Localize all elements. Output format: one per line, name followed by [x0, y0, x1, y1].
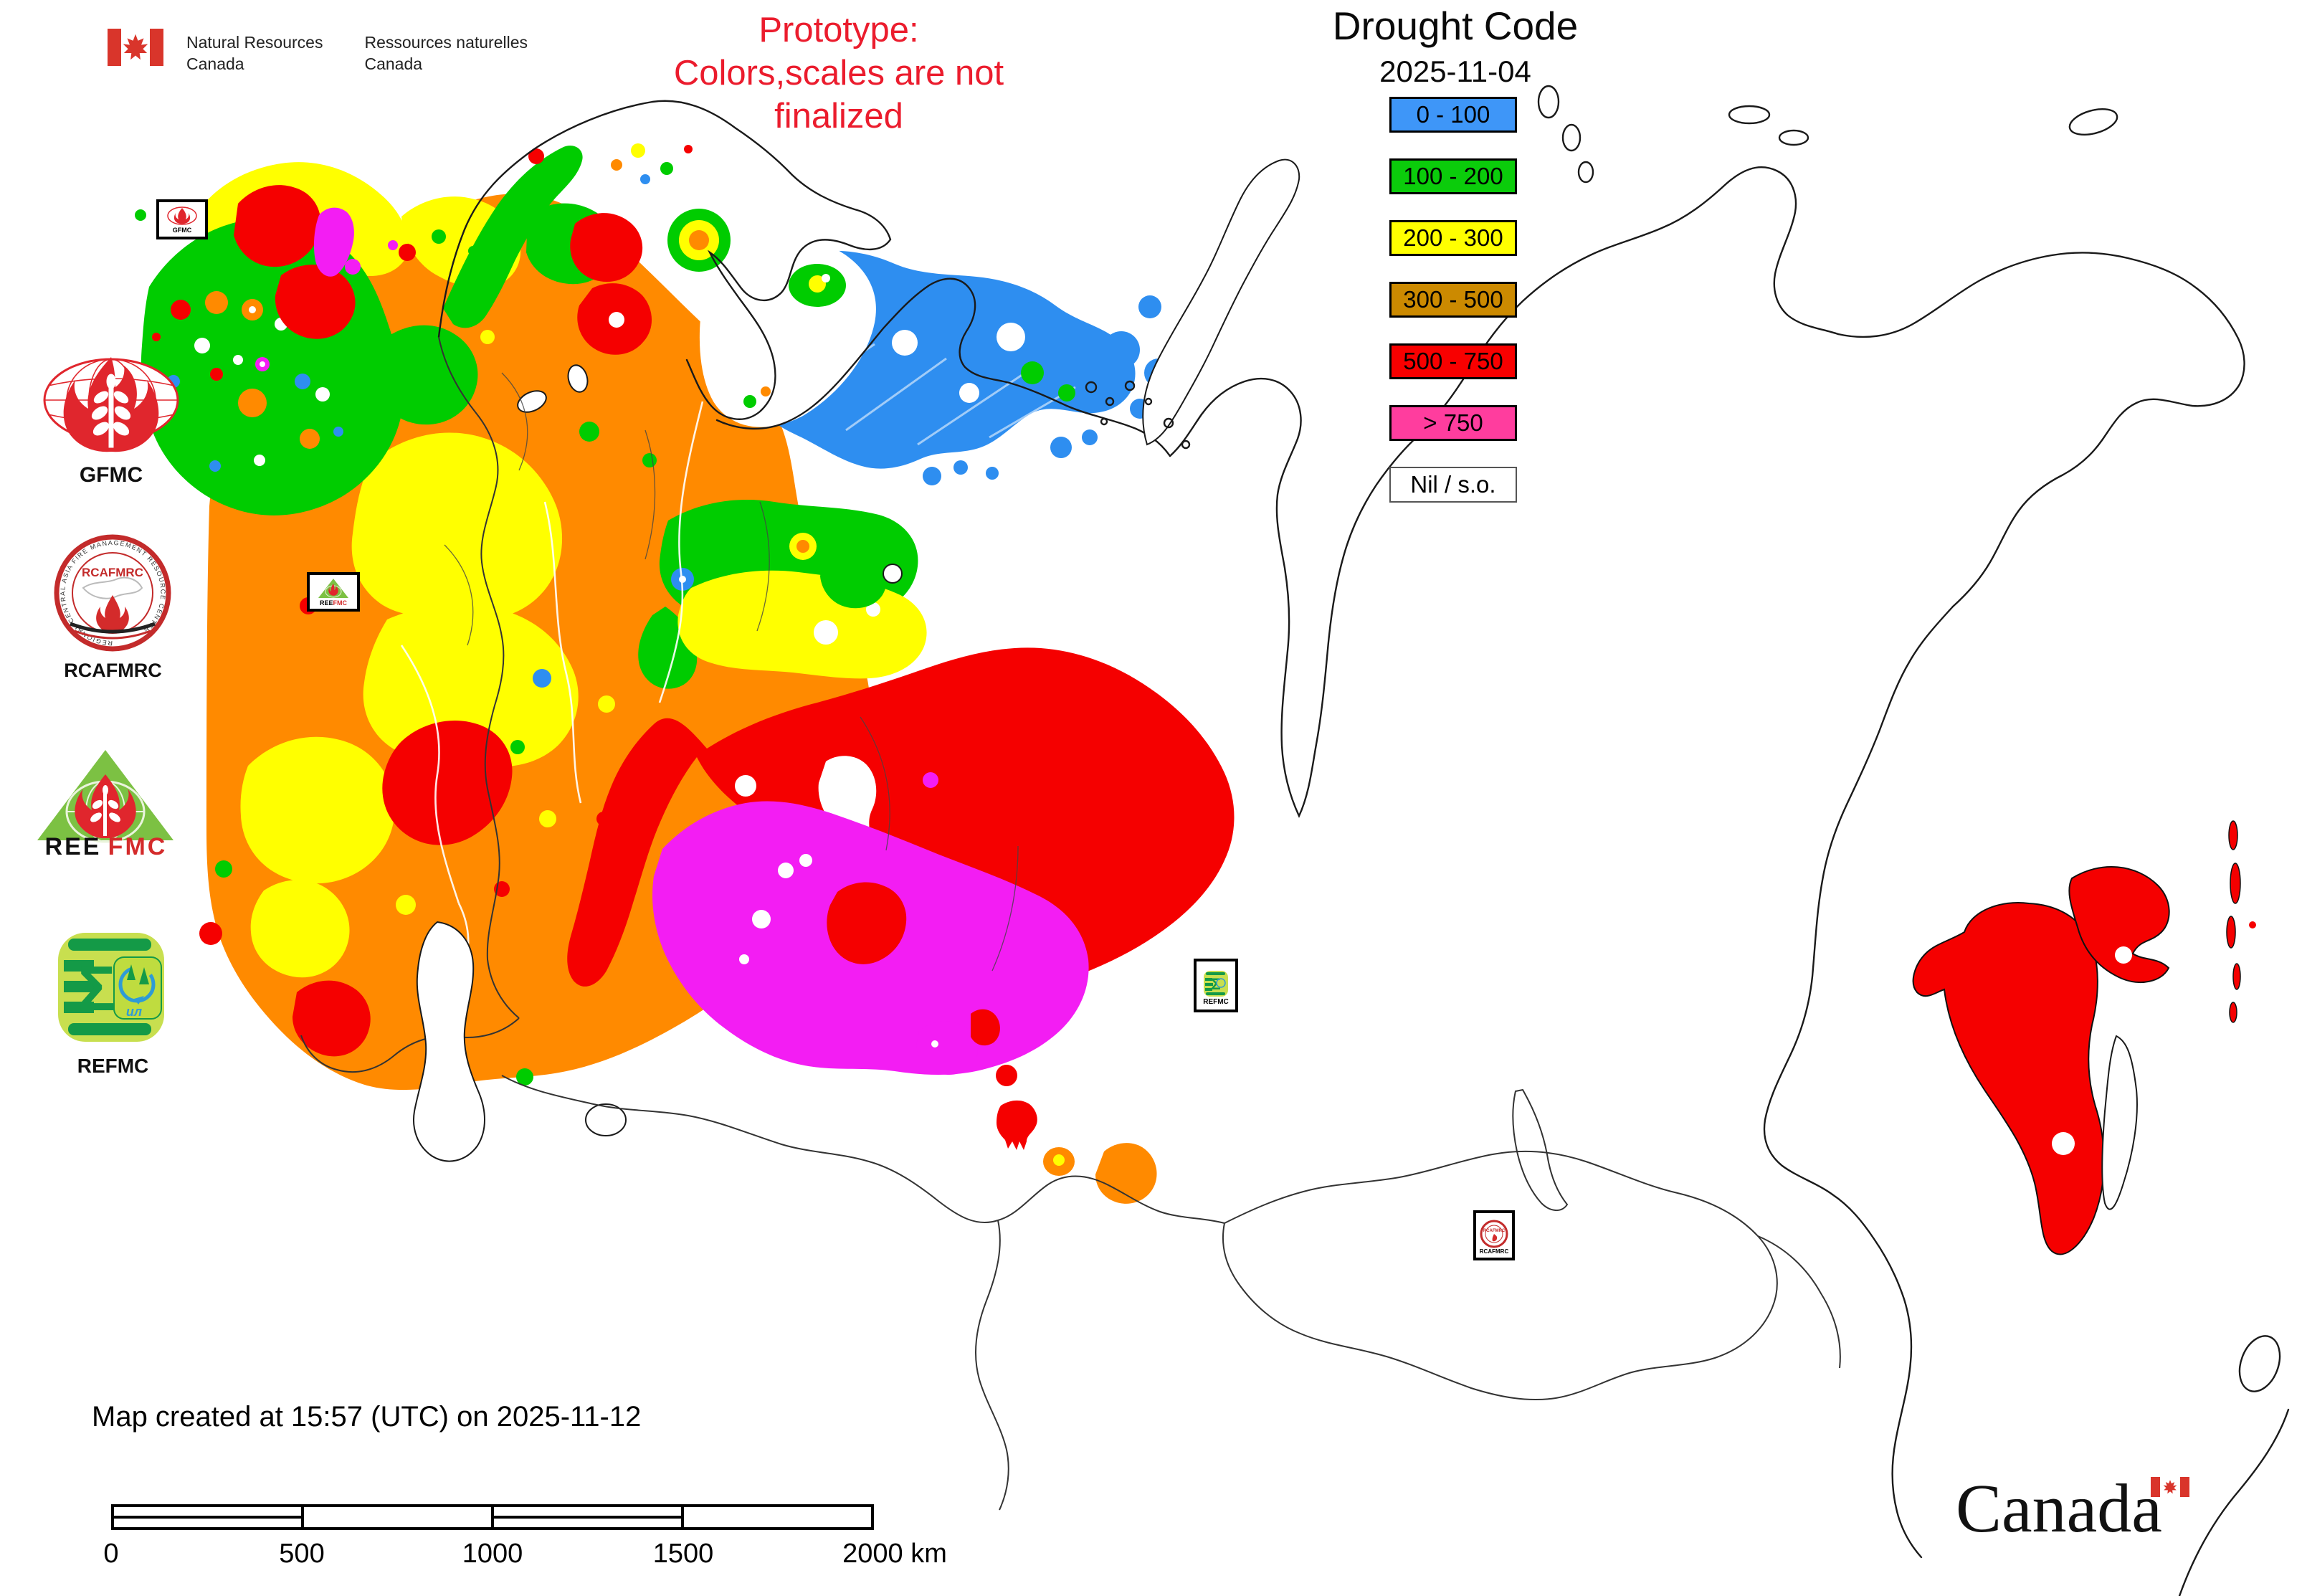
scale-tick-1500: 1500 — [652, 1539, 714, 1569]
gfmc-map-marker: GFMC — [156, 199, 208, 239]
legend-label: 0 - 100 — [1416, 101, 1490, 128]
refmc-mini-icon: Σ — [1204, 971, 1228, 997]
drought-regions — [135, 143, 2256, 1255]
legend-item-100-200: 100 - 200 — [1389, 158, 1517, 194]
reefmc-map-marker: REEFMC — [307, 572, 360, 612]
canada-flag-icon — [108, 29, 163, 66]
legend-label: 500 - 750 — [1403, 348, 1503, 374]
scale-segment — [304, 1507, 494, 1527]
magenta-region — [652, 801, 1089, 1075]
rcafmrc-mini-icon: RCAFMRC — [1480, 1220, 1508, 1248]
legend-label: > 750 — [1423, 409, 1483, 436]
legend-item-200-300: 200 - 300 — [1389, 220, 1517, 256]
legend-title: Drought Code — [1332, 4, 1579, 48]
legend-header: Drought Code 2025-11-04 — [1283, 3, 1627, 89]
prototype-warning: Prototype: Colors,scales are not finaliz… — [617, 9, 1061, 138]
scale-segment — [494, 1507, 684, 1527]
scale-bar — [111, 1504, 874, 1530]
canada-wordmark: Canada — [1956, 1468, 2189, 1548]
scale-unit: km — [910, 1539, 947, 1569]
svg-text:RCAFMRC: RCAFMRC — [1483, 1229, 1506, 1233]
svg-text:Σ: Σ — [1211, 975, 1220, 993]
legend: 0 - 100 100 - 200 200 - 300 300 - 500 50… — [1389, 97, 1517, 503]
legend-label: 100 - 200 — [1403, 163, 1503, 189]
reefmc-marker-ree: REE — [319, 599, 333, 607]
reefmc-logo: REE FMC — [30, 746, 181, 859]
rcafmrc-logo: REGIONAL CENTRAL ASIA FIRE MANAGEMENT RE… — [29, 532, 197, 682]
legend-date: 2025-11-04 — [1379, 54, 1531, 88]
northwest-magenta-spots — [255, 207, 398, 371]
legend-label: 200 - 300 — [1403, 224, 1503, 251]
nrcan-en-line2: Canada — [186, 54, 244, 73]
red-regions — [152, 145, 1235, 1057]
refmc-sigma-icon: Σ ил — [58, 933, 164, 1042]
legend-label: 300 - 500 — [1403, 286, 1503, 313]
rcafmrc-label: RCAFMRC — [64, 660, 162, 681]
legend-label: Nil / s.o. — [1410, 471, 1496, 498]
legend-item-500-750: 500 - 750 — [1389, 343, 1517, 379]
scale-tick-2000: 2000 km — [842, 1539, 947, 1569]
nrcan-fr-line1: Ressources naturelles — [364, 33, 528, 52]
nrcan-fr-line2: Canada — [364, 54, 423, 73]
far-east-regions — [1912, 820, 2256, 1255]
rcafmrc-circle-icon: REGIONAL CENTRAL ASIA FIRE MANAGEMENT RE… — [54, 534, 171, 652]
scale-tick-1000: 1000 — [462, 1539, 523, 1569]
legend-item-0-100: 0 - 100 — [1389, 97, 1517, 133]
reefmc-mini-icon — [318, 579, 348, 598]
gfmc-globe-flame-icon — [43, 357, 179, 452]
coastlines — [300, 85, 2290, 1596]
refmc-marker-label: REFMC — [1203, 998, 1229, 1006]
refmc-label: REFMC — [77, 1055, 149, 1077]
svg-text:Σ: Σ — [78, 953, 116, 1024]
prototype-line1: Prototype: — [758, 11, 919, 49]
legend-item-gt-750: > 750 — [1389, 405, 1517, 441]
reefmc-text-ree: REE — [45, 833, 102, 859]
gfmc-logo: GFMC — [32, 344, 190, 488]
gfmc-mini-icon — [167, 206, 197, 225]
legend-item-nil: Nil / s.o. — [1389, 467, 1517, 503]
reefmc-triangle-icon: REE FMC — [37, 750, 173, 859]
scale-tick-500: 500 — [279, 1539, 325, 1569]
scale-tick-0: 0 — [103, 1539, 119, 1569]
refmc-logo: Σ ил REFMC — [54, 930, 172, 1078]
map-created-text: Map created at 15:57 (UTC) on 2025-11-12 — [92, 1401, 642, 1433]
canada-wordmark-flag-icon — [2151, 1477, 2189, 1497]
gfmc-marker-label: GFMC — [172, 227, 192, 234]
prototype-line2: Colors,scales are not finalized — [673, 54, 1004, 136]
reefmc-marker-fmc: FMC — [333, 599, 348, 607]
nrcan-signature: Natural Resources Canada Ressources natu… — [108, 29, 528, 75]
scale-segment — [114, 1507, 304, 1527]
scale-segment — [684, 1507, 871, 1527]
rcafmrc-inner-text: RCAFMRC — [82, 566, 143, 579]
south-chain-blobs — [916, 1009, 1157, 1204]
rcafmrc-map-marker: RCAFMRC RCAFMRC — [1473, 1210, 1515, 1260]
legend-item-300-500: 300 - 500 — [1389, 282, 1517, 318]
scale-tick-2000-value: 2000 — [842, 1539, 903, 1569]
rcafmrc-marker-label: RCAFMRC — [1479, 1248, 1509, 1255]
canada-wordmark-text: Canada — [1956, 1470, 2162, 1547]
reefmc-text-fmc: FMC — [108, 833, 168, 859]
refmc-inner-text: ил — [126, 1004, 142, 1019]
speckle-dots — [167, 159, 771, 688]
refmc-map-marker: Σ REFMC — [1194, 959, 1238, 1012]
reefmc-marker-label: REEFMC — [320, 600, 347, 607]
gfmc-label: GFMC — [79, 463, 143, 487]
nrcan-en-line1: Natural Resources — [186, 33, 323, 52]
